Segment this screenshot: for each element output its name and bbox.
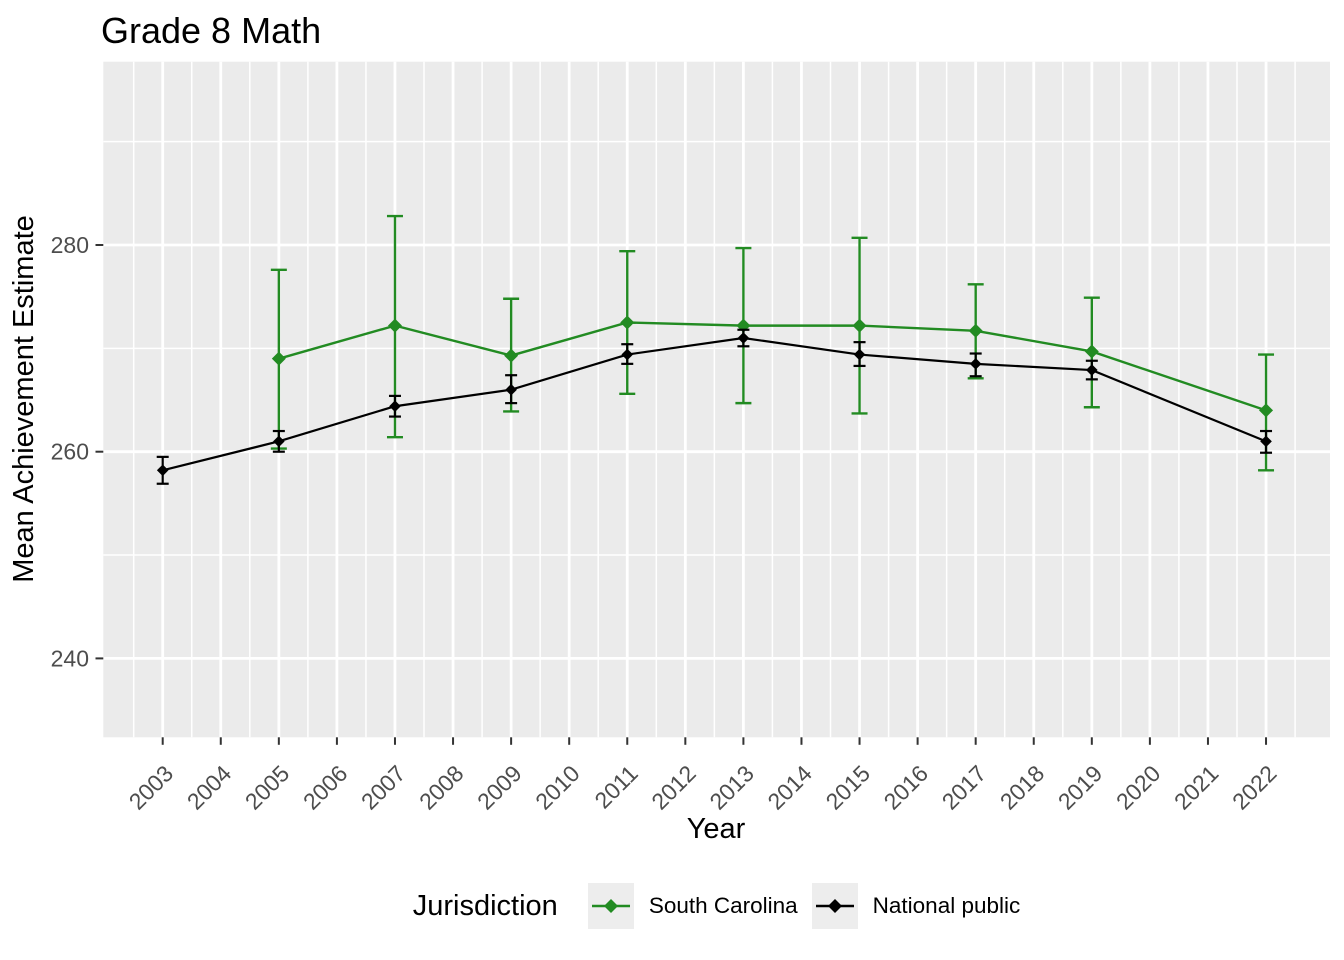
y-tick-label: 280 bbox=[51, 232, 89, 258]
chart-title: Grade 8 Math bbox=[101, 10, 321, 51]
data-point-diamond bbox=[852, 318, 867, 333]
legend-label: National public bbox=[872, 893, 1021, 918]
data-point-diamond bbox=[156, 464, 169, 477]
x-axis-title: Year bbox=[687, 813, 746, 845]
data-point-diamond bbox=[504, 348, 519, 363]
legend-title: Jurisdiction bbox=[412, 889, 558, 922]
legend-key-icon bbox=[811, 883, 858, 929]
data-point-diamond bbox=[1084, 344, 1099, 359]
x-tick-label: 2013 bbox=[704, 760, 759, 815]
data-point-diamond bbox=[271, 351, 286, 366]
series-national-public bbox=[156, 328, 1273, 485]
plot-panel bbox=[103, 61, 1330, 738]
x-tick-label: 2012 bbox=[646, 760, 701, 815]
data-point-diamond bbox=[969, 358, 982, 370]
data-point-diamond bbox=[387, 318, 402, 333]
legend: Jurisdiction South Carolina National publ… bbox=[103, 858, 1330, 954]
legend-key-diamond bbox=[603, 899, 618, 913]
x-tick-label: 2004 bbox=[182, 760, 237, 815]
x-tick-label: 2017 bbox=[937, 760, 992, 815]
y-tick-label: 240 bbox=[51, 645, 89, 671]
data-point-diamond bbox=[1086, 364, 1098, 376]
data-point-diamond bbox=[968, 323, 983, 338]
y-axis-title: Mean Achievement Estimate bbox=[8, 215, 40, 583]
x-tick-label: 2016 bbox=[879, 760, 934, 815]
data-point-diamond bbox=[1260, 435, 1272, 448]
x-tick-label: 2015 bbox=[821, 760, 876, 815]
data-point-diamond bbox=[737, 332, 750, 344]
data-point-diamond bbox=[620, 315, 635, 330]
x-tick-label: 2014 bbox=[762, 760, 817, 815]
y-tick-label: 260 bbox=[51, 439, 89, 465]
series-line bbox=[162, 336, 1267, 472]
x-tick-label: 2007 bbox=[356, 760, 411, 815]
x-tick-label: 2019 bbox=[1053, 760, 1108, 815]
data-point-diamond bbox=[273, 435, 285, 448]
x-tick-label: 2021 bbox=[1169, 760, 1224, 815]
panel-background bbox=[103, 61, 1330, 738]
x-tick-label: 2022 bbox=[1227, 760, 1282, 815]
data-point-diamond bbox=[621, 348, 634, 361]
data-point-diamond bbox=[389, 400, 401, 413]
x-tick-label: 2005 bbox=[240, 760, 295, 815]
legend-key-icon bbox=[587, 883, 634, 929]
x-tick-label: 2003 bbox=[124, 760, 179, 815]
x-tick-label: 2020 bbox=[1111, 760, 1166, 815]
data-point-diamond bbox=[853, 348, 866, 361]
x-tick-label: 2006 bbox=[298, 760, 353, 815]
legend-key-diamond bbox=[827, 899, 842, 913]
x-tick-label: 2018 bbox=[995, 760, 1050, 815]
x-tick-label: 2011 bbox=[589, 760, 642, 813]
data-point-diamond bbox=[505, 383, 517, 396]
legend-item: South Carolina bbox=[587, 883, 798, 929]
legend-label: South Carolina bbox=[648, 893, 798, 918]
data-point-diamond bbox=[1259, 403, 1274, 418]
x-tick-label: 2010 bbox=[530, 760, 585, 815]
x-tick-label: 2008 bbox=[414, 760, 469, 815]
data-series bbox=[156, 214, 1275, 485]
x-tick-label: 2009 bbox=[472, 760, 527, 815]
legend-item: National public bbox=[811, 883, 1021, 929]
